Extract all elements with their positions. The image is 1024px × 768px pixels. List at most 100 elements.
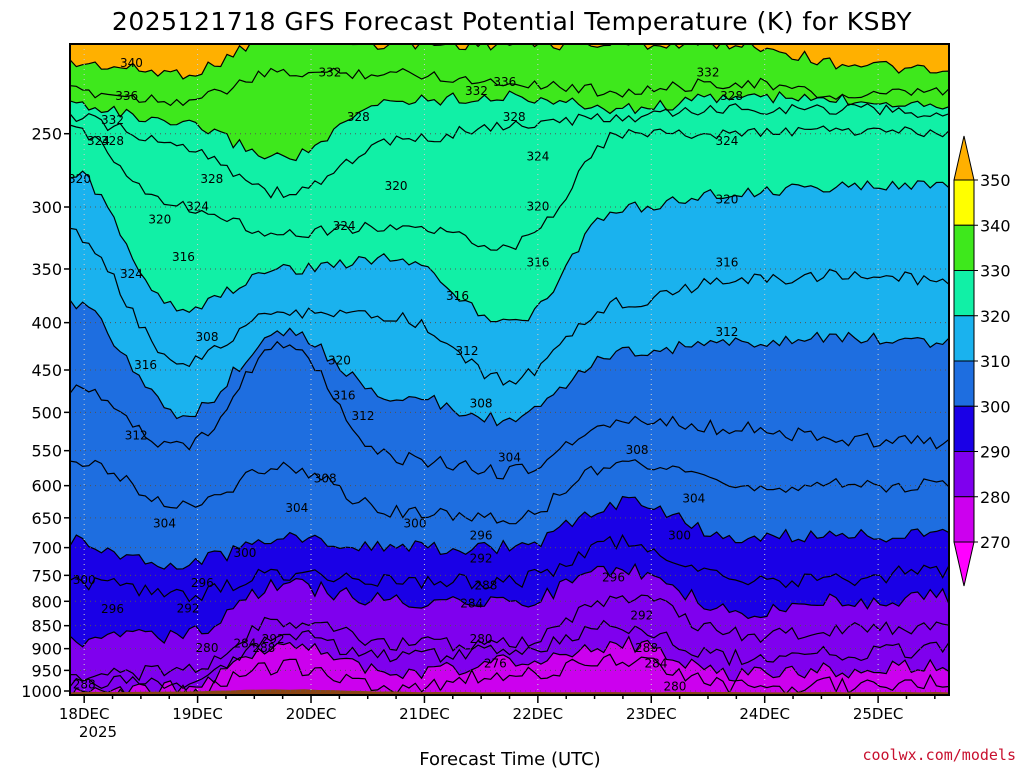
isentrope-336	[70, 67, 949, 107]
colorbar-tick-label: 300	[980, 397, 1011, 416]
contour-labels: 3403363323283243203203243163083123083043…	[70, 56, 743, 693]
colorbar-tick-label: 350	[980, 171, 1011, 190]
contour-label: 316	[134, 358, 157, 372]
contour-label: 304	[153, 517, 176, 531]
contour-label: 304	[285, 501, 308, 515]
x-tick-label: 20DEC	[286, 705, 337, 723]
contour-label: 300	[233, 546, 256, 560]
isentrope-276	[115, 653, 949, 695]
contour-label: 284	[460, 596, 483, 610]
isentrope-280	[71, 635, 949, 695]
y-tick-label: 1000	[21, 682, 62, 701]
contour-label: 328	[347, 110, 370, 124]
isentrope-324	[70, 124, 949, 251]
contour-label: 292	[262, 632, 285, 646]
colorbar-tick-label: 270	[980, 533, 1011, 552]
colorbar-band	[953, 405, 975, 452]
x-axis-label: Forecast Time (UTC)	[419, 749, 600, 768]
x-axis-year: 2025	[79, 723, 117, 741]
band-below-276	[116, 654, 949, 695]
contour-label: 324	[87, 134, 110, 148]
contour-label: 332	[697, 66, 720, 80]
contour-label: 332	[101, 113, 124, 127]
contour-label: 308	[470, 397, 493, 411]
contour-label: 320	[526, 200, 549, 214]
isentrope-312	[70, 299, 949, 427]
contour-label: 316	[446, 289, 469, 303]
isentrope-340	[70, 44, 949, 80]
colorbar-band	[953, 360, 975, 407]
y-tick-label: 950	[31, 661, 62, 680]
contour-label: 284	[645, 657, 668, 671]
colorbar-tick-label: 290	[980, 443, 1011, 462]
isentrope-300	[70, 495, 949, 570]
contour-label: 316	[715, 256, 738, 270]
colorbar-band	[953, 270, 975, 317]
contour-label: 324	[333, 219, 356, 233]
contour-label: 336	[493, 75, 516, 89]
contour-label: 296	[602, 571, 625, 585]
isentrope-332	[70, 90, 949, 162]
isentrope-contours	[70, 44, 949, 695]
contour-label: 296	[470, 529, 493, 543]
contour-label: 292	[630, 609, 653, 623]
credit-text[interactable]: coolwx.com/models	[862, 746, 1016, 764]
y-tick-label: 600	[31, 477, 62, 496]
x-axis: 18DEC 19DEC 20DEC 21DEC 22DEC 23DEC 24DEC 25DEC	[59, 695, 936, 723]
contour-label: 296	[191, 576, 214, 590]
contour-label: 292	[177, 601, 200, 615]
contour-label: 300	[668, 529, 691, 543]
colorbar-tick-label: 330	[980, 262, 1011, 281]
isentrope-304	[70, 459, 949, 525]
y-tick-label: 500	[31, 403, 62, 422]
colorbar-band	[953, 496, 975, 543]
isentrope-288	[70, 594, 949, 682]
contour-label: 320	[385, 179, 408, 193]
contour-label: 304	[682, 491, 705, 505]
colorbar-band	[953, 179, 975, 226]
contour-label: 304	[498, 450, 521, 464]
y-tick-label: 550	[31, 442, 62, 461]
x-tick-label: 18DEC	[59, 705, 110, 723]
y-tick-label: 800	[31, 592, 62, 611]
contour-label: 308	[196, 330, 219, 344]
contour-label: 320	[148, 213, 171, 227]
isentrope-308	[70, 340, 949, 480]
colorbar-tick-label: 280	[980, 488, 1011, 507]
colorbar-top-arrow	[953, 135, 975, 181]
isentrope-316	[70, 227, 949, 386]
contour-label: 280	[196, 641, 219, 655]
x-tick-label: 19DEC	[172, 705, 223, 723]
x-tick-label: 25DEC	[853, 705, 904, 723]
contour-label: 308	[314, 471, 337, 485]
contour-label: 292	[470, 551, 493, 565]
terrain	[70, 689, 949, 695]
x-tick-label: 21DEC	[399, 705, 450, 723]
y-tick-label: 750	[31, 566, 62, 585]
contour-label: 324	[186, 200, 209, 214]
x-tick-label: 22DEC	[513, 705, 564, 723]
contour-label: 276	[484, 657, 507, 671]
isentrope-296	[70, 533, 949, 603]
contour-label: 336	[115, 89, 138, 103]
colorbar-tick-label: 340	[980, 216, 1011, 235]
colorbar-band	[953, 224, 975, 271]
y-tick-label: 400	[31, 314, 62, 333]
contour-label: 312	[456, 344, 479, 358]
y-axis: 250 300 350 400 450 500 550 600 650 700 750 800 850 9…	[21, 125, 70, 701]
contour-label: 308	[626, 443, 649, 457]
contour-label: 312	[715, 325, 738, 339]
contour-label: 328	[720, 89, 743, 103]
contour-label: 328	[503, 110, 526, 124]
contour-label: 332	[465, 84, 488, 98]
contour-label: 300	[404, 517, 427, 531]
colorbar-tick-label: 310	[980, 352, 1011, 371]
contour-label: 332	[318, 66, 341, 80]
contour-label: 340	[120, 56, 143, 70]
contour-label: 316	[526, 256, 549, 270]
contour-label: 328	[101, 134, 124, 148]
contour-label: 328	[200, 172, 223, 186]
chart-title: 2025121718 GFS Forecast Potential Temper…	[112, 7, 912, 36]
colorbar: 350 340 330 320 310 300 290 280 270	[953, 135, 1011, 587]
y-tick-label: 700	[31, 539, 62, 558]
